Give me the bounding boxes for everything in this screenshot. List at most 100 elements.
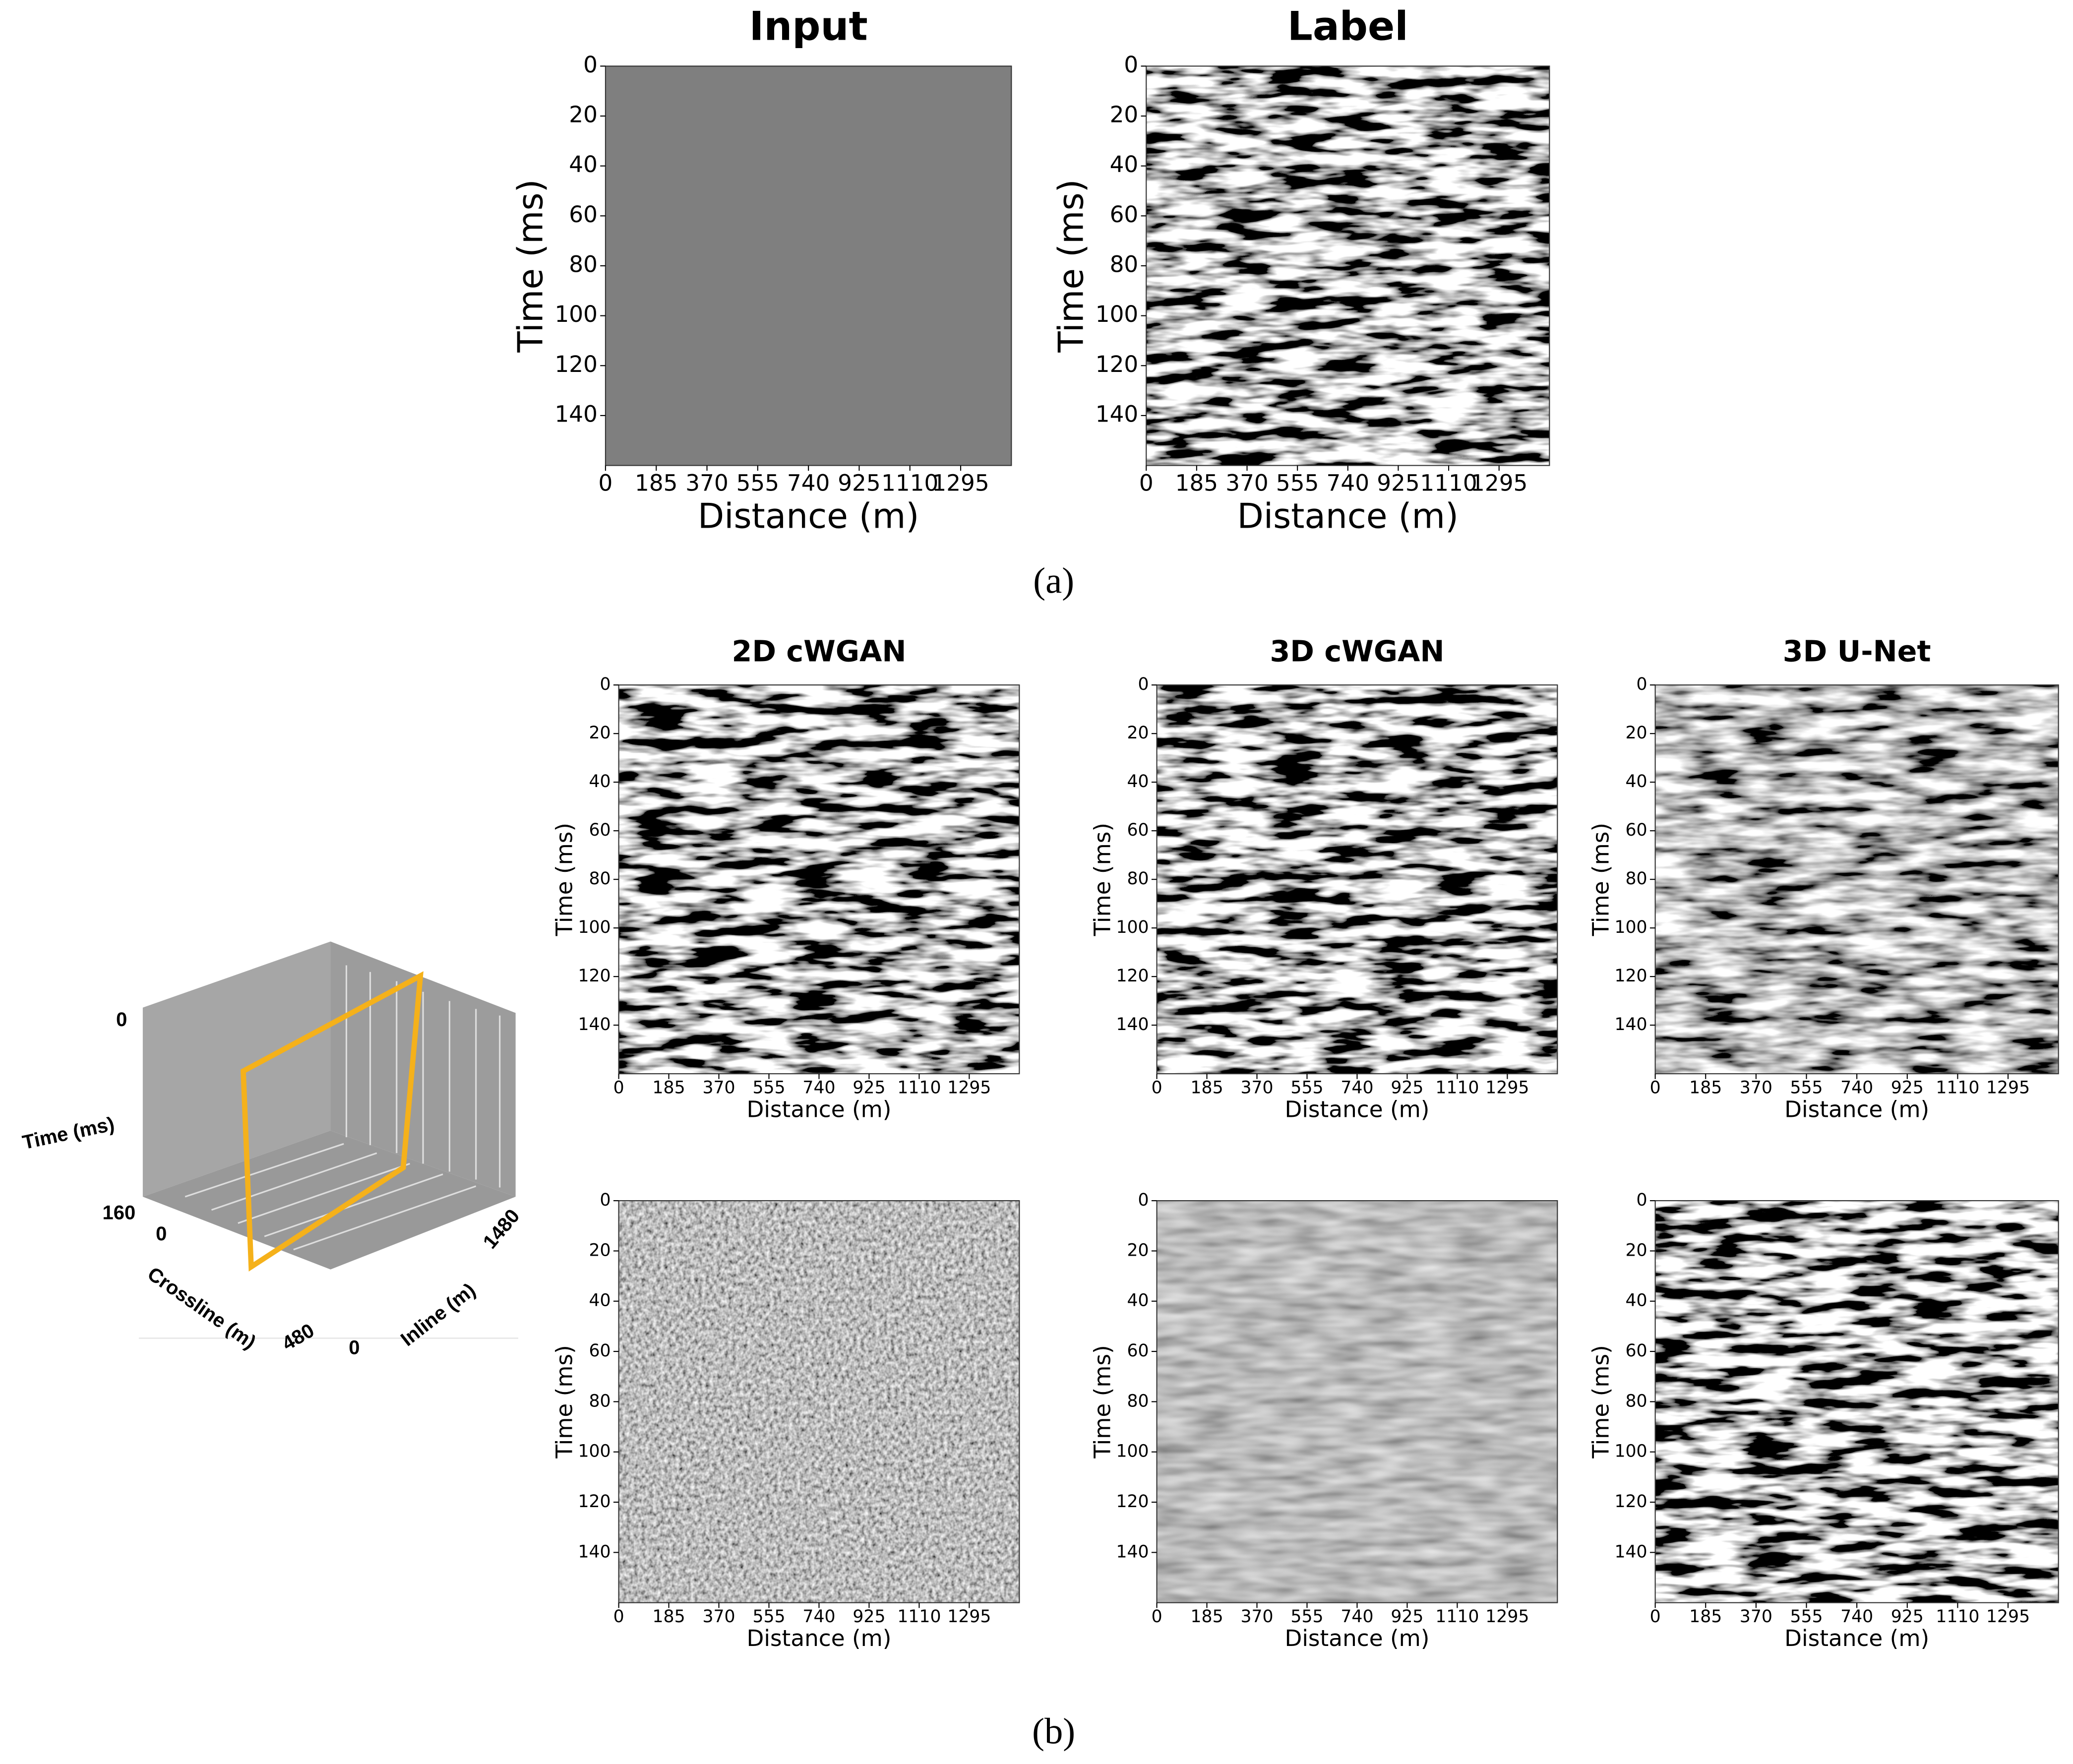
- x-tick-label: 370: [1740, 1078, 1772, 1098]
- y-axis-label: Time (ms): [511, 179, 550, 353]
- x-tick-label: 1110: [897, 1607, 941, 1627]
- x-tick-label: 925: [1891, 1607, 1924, 1627]
- y-axis-label: Time (ms): [551, 823, 577, 936]
- image: [1146, 66, 1550, 466]
- crossline-end: 480: [278, 1320, 318, 1355]
- x-tick-label: 925: [1391, 1078, 1423, 1098]
- y-tick-label: 80: [589, 1391, 611, 1411]
- y-tick-label: 0: [1138, 674, 1149, 694]
- x-tick-label: 1295: [1986, 1078, 2030, 1098]
- y-tick-label: 120: [1096, 351, 1138, 377]
- y-tick-label: 80: [1127, 1391, 1149, 1411]
- y-tick-label: 80: [1127, 869, 1149, 889]
- x-tick-label: 555: [1790, 1078, 1823, 1098]
- y-tick-label: 40: [589, 772, 611, 791]
- x-tick-label: 555: [752, 1078, 785, 1098]
- y-tick-label: 40: [1626, 1291, 1647, 1311]
- y-tick-label: 0: [600, 1190, 611, 1210]
- y-tick-label: 20: [1127, 1240, 1149, 1260]
- panel-title: Label: [1287, 3, 1408, 50]
- x-tick-label: 555: [752, 1607, 785, 1627]
- x-axis-label: Distance (m): [1784, 1625, 1929, 1651]
- panel: 3D U-Net 0 20 40 60 80 100 120 140 0 185 370 555 740 9…: [1587, 634, 2059, 1122]
- y-tick-label: 80: [1110, 251, 1139, 277]
- y-tick-label: 60: [1110, 201, 1139, 228]
- x-tick-label: 740: [1341, 1078, 1373, 1098]
- y-axis-label: Time (ms): [1089, 1345, 1115, 1459]
- x-tick-label: 1295: [1485, 1078, 1529, 1098]
- panel: 2D cWGAN 0 20 40 60 80 100 120 140 0 185 370 555 740 9…: [551, 634, 1020, 1122]
- y-tick-label: 100: [1096, 301, 1138, 327]
- x-tick-label: 0: [1650, 1078, 1661, 1098]
- x-axis-label: Distance (m): [698, 496, 919, 536]
- y-axis-label: Time (ms): [1052, 179, 1092, 353]
- panel-title: 3D U-Net: [1783, 634, 1931, 668]
- x-tick-label: 370: [1740, 1607, 1772, 1627]
- y-tick-label: 60: [1127, 820, 1149, 840]
- y-tick-label: 140: [1614, 1015, 1647, 1034]
- x-tick-label: 1295: [1470, 470, 1527, 496]
- x-tick-label: 0: [613, 1607, 624, 1627]
- y-tick-label: 20: [1127, 723, 1149, 743]
- panel-title: 2D cWGAN: [732, 634, 907, 668]
- x-tick-label: 1110: [1936, 1078, 1979, 1098]
- x-tick-label: 555: [1290, 1078, 1323, 1098]
- x-tick-label: 1295: [947, 1607, 991, 1627]
- x-tick-label: 185: [635, 470, 677, 496]
- y-axis-label: Time (ms): [1089, 823, 1115, 936]
- y-tick-label: 80: [589, 869, 611, 889]
- x-tick-label: 0: [1139, 470, 1154, 496]
- x-tick-label: 1295: [1986, 1607, 2030, 1627]
- x-tick-label: 925: [853, 1607, 885, 1627]
- x-tick-label: 370: [1240, 1078, 1273, 1098]
- y-tick-label: 40: [1110, 151, 1139, 178]
- slice-outline: [241, 971, 424, 1272]
- x-tick-label: 1110: [897, 1078, 941, 1098]
- panel: 3D cWGAN 0 20 40 60 80 100 120 140 0 185 370 555 740 9…: [1089, 634, 1558, 1122]
- y-tick-label: 20: [1626, 1240, 1647, 1260]
- x-tick-label: 0: [1650, 1607, 1661, 1627]
- x-tick-label: 925: [1391, 1607, 1423, 1627]
- x-axis-label: Distance (m): [1784, 1096, 1929, 1122]
- y-tick-label: 100: [578, 1442, 610, 1461]
- y-tick-label: 80: [569, 251, 598, 277]
- panel: 0 20 40 60 80 100 120 140 0 185 370 555 740 925 1110 12…: [1089, 1190, 1558, 1651]
- image: [1655, 685, 2059, 1074]
- crossline-label: Crossline (m): [143, 1263, 260, 1353]
- y-tick-label: 0: [1637, 1190, 1647, 1210]
- x-tick-label: 925: [1377, 470, 1419, 496]
- y-tick-label: 80: [1626, 869, 1647, 889]
- y-tick-label: 20: [1110, 101, 1139, 127]
- x-tick-label: 370: [685, 470, 728, 496]
- y-tick-label: 40: [1127, 1291, 1149, 1311]
- y-tick-label: 0: [600, 674, 611, 694]
- y-tick-label: 100: [578, 917, 610, 937]
- y-tick-label: 120: [578, 966, 610, 986]
- y-tick-label: 40: [1127, 772, 1149, 791]
- y-tick-label: 20: [589, 723, 611, 743]
- y-tick-label: 60: [589, 820, 611, 840]
- y-tick-label: 20: [569, 101, 598, 127]
- x-tick-label: 0: [1152, 1078, 1162, 1098]
- x-tick-label: 740: [1327, 470, 1369, 496]
- x-axis-label: Distance (m): [1284, 1625, 1429, 1651]
- x-tick-label: 185: [1689, 1078, 1722, 1098]
- y-tick-label: 140: [1614, 1542, 1647, 1562]
- x-tick-label: 1110: [1435, 1607, 1479, 1627]
- x-tick-label: 1295: [932, 470, 989, 496]
- y-tick-label: 60: [1626, 820, 1647, 840]
- y-tick-label: 0: [1138, 1190, 1149, 1210]
- y-tick-label: 100: [1614, 1442, 1647, 1461]
- caption-b: (b): [1032, 1710, 1075, 1752]
- x-tick-label: 740: [787, 470, 830, 496]
- y-tick-label: 60: [1626, 1341, 1647, 1361]
- x-axis-label: Distance (m): [746, 1096, 891, 1122]
- x-axis-label: Distance (m): [746, 1625, 891, 1651]
- x-tick-label: 925: [1891, 1078, 1924, 1098]
- x-tick-label: 740: [1840, 1607, 1873, 1627]
- time-start: 0: [116, 1009, 127, 1031]
